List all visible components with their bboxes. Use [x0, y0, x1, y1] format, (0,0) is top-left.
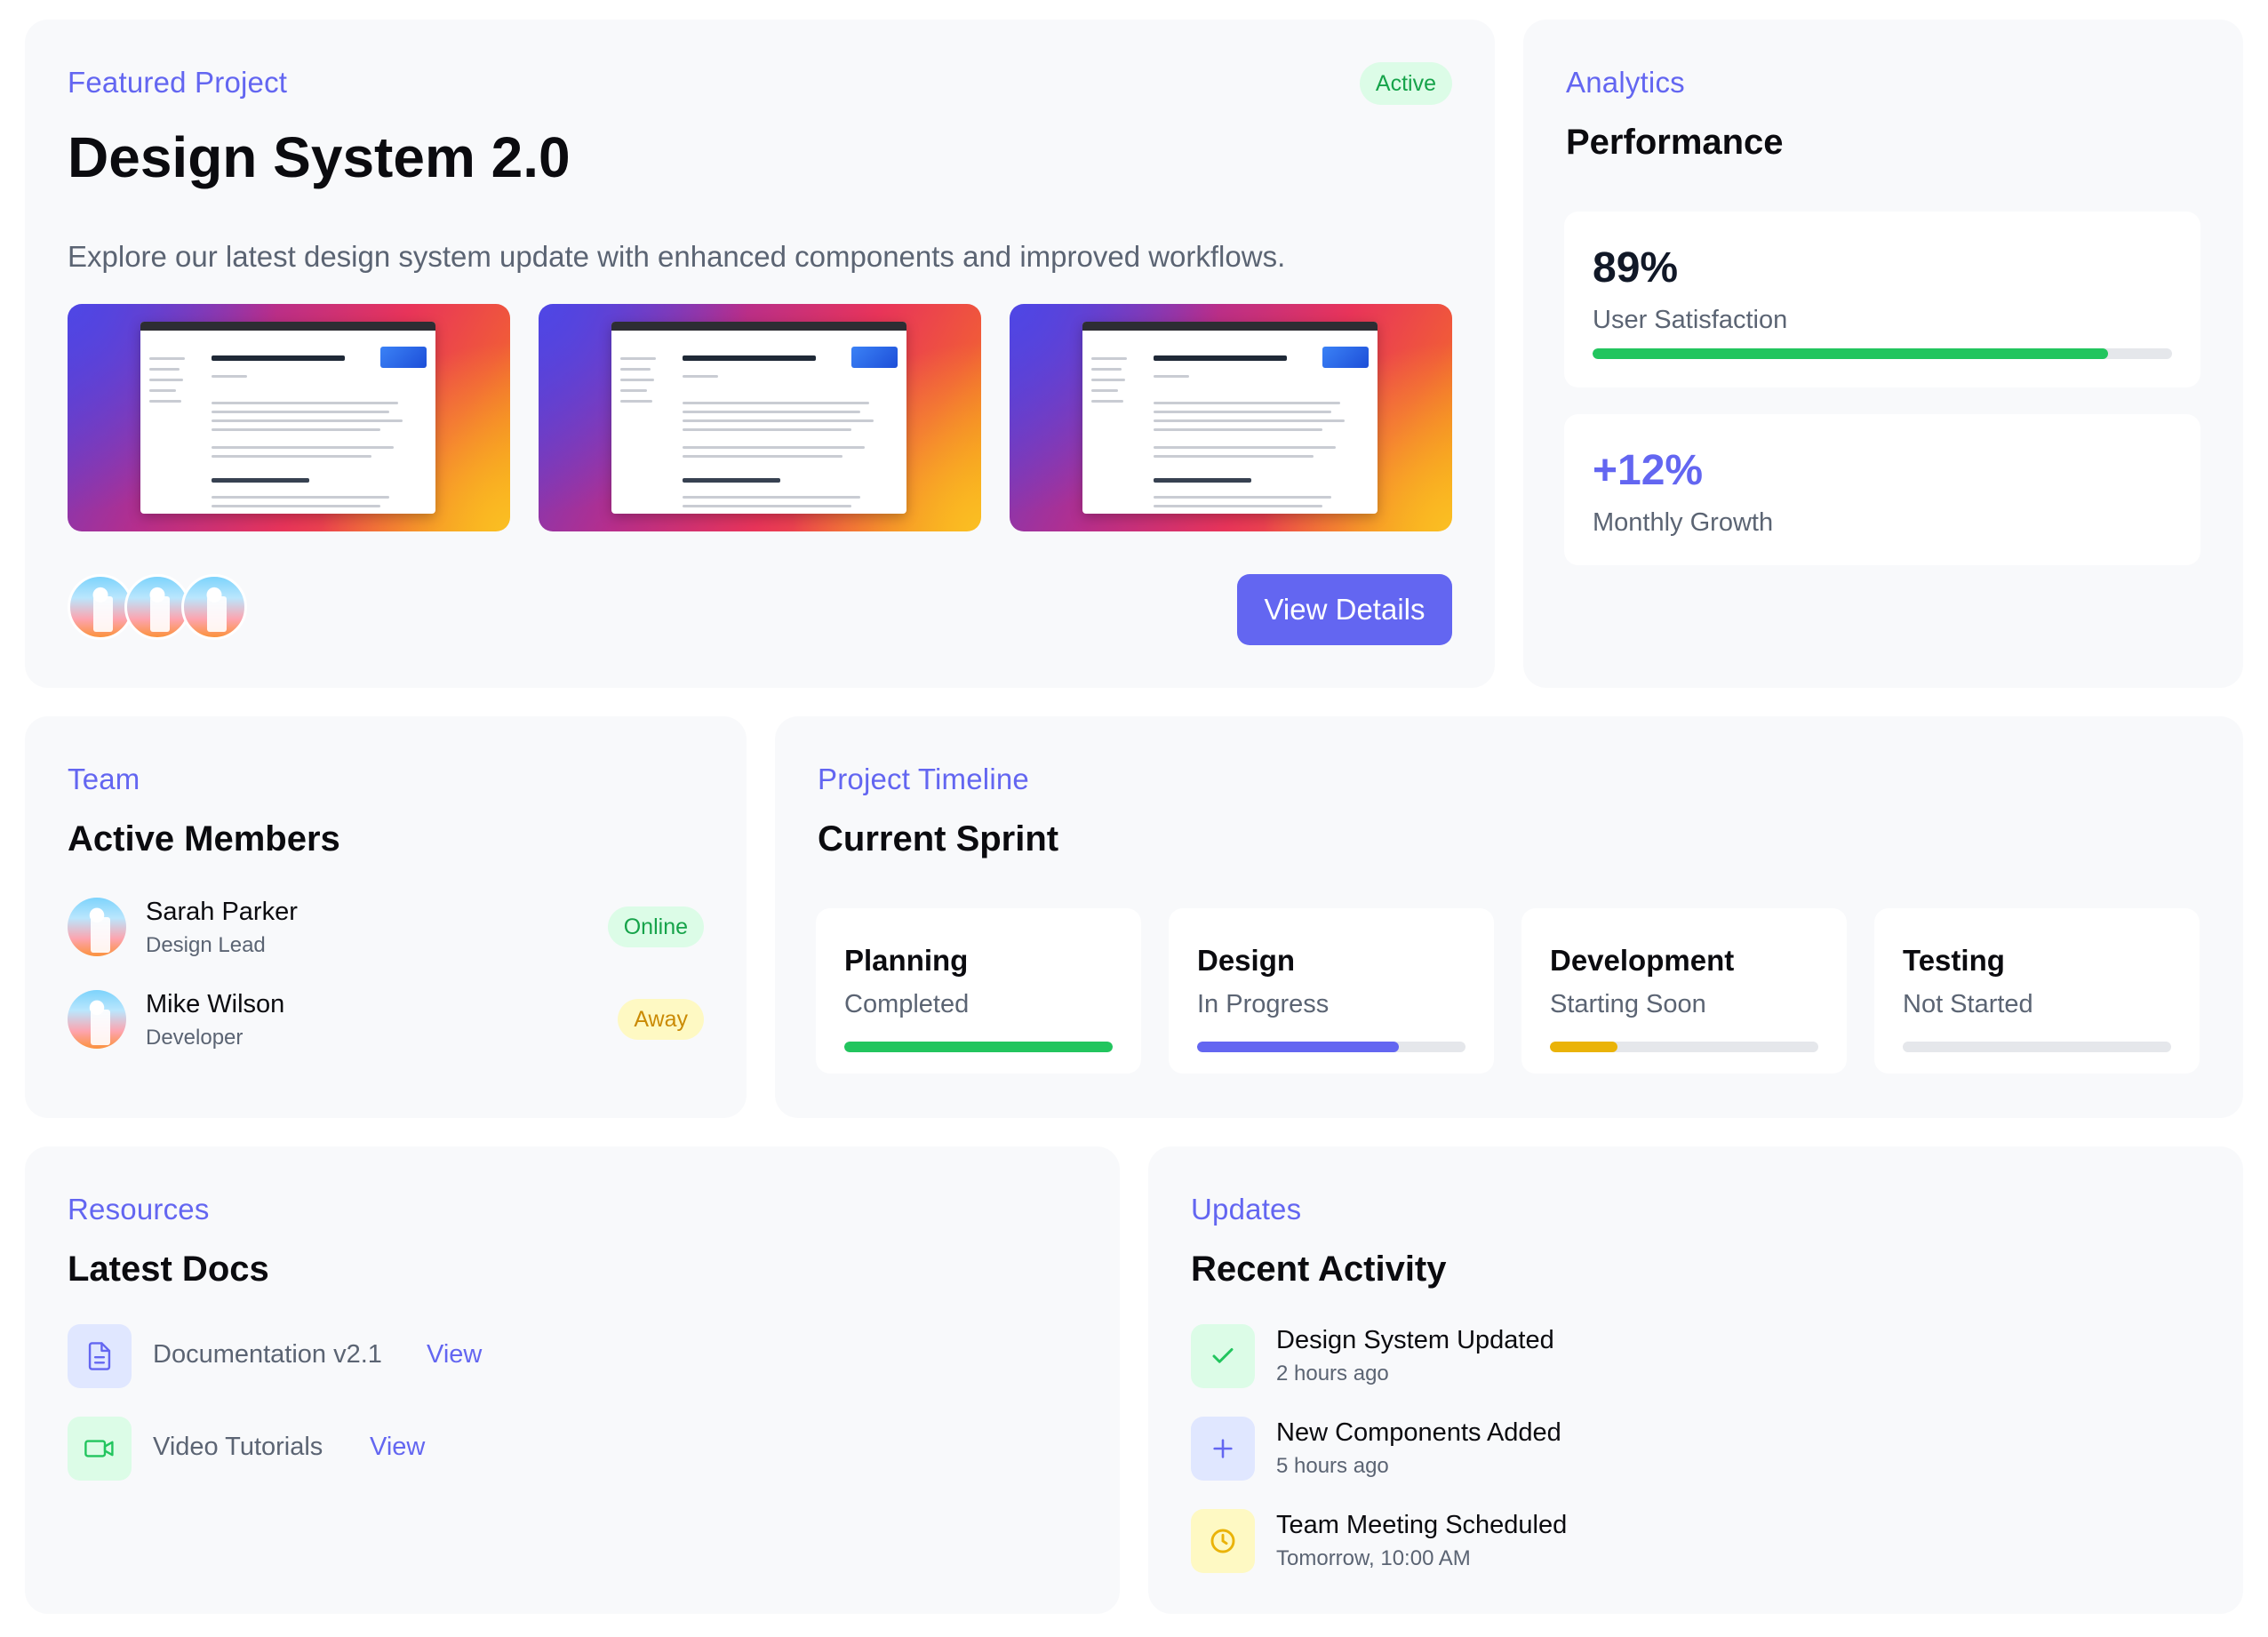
phase-design: Design In Progress [1169, 908, 1494, 1074]
analytics-card: Analytics Performance 89% User Satisfact… [1523, 20, 2243, 688]
featured-eyebrow: Featured Project [68, 66, 288, 99]
check-icon [1191, 1324, 1255, 1388]
member-row[interactable]: Mike Wilson Developer Away [68, 988, 704, 1052]
metric-value: +12% [1593, 447, 1704, 494]
phase-name: Planning [844, 944, 969, 977]
project-timeline-card: Project Timeline Current Sprint Planning… [775, 716, 2243, 1118]
activity-title: Team Meeting Scheduled [1276, 1511, 1568, 1539]
view-details-button[interactable]: View Details [1237, 574, 1452, 645]
avatar [68, 990, 126, 1049]
metric-user-satisfaction: 89% User Satisfaction [1564, 212, 2200, 387]
clock-icon [1191, 1509, 1255, 1573]
screenshot-preview [1082, 322, 1378, 514]
timeline-eyebrow: Project Timeline [818, 763, 1029, 795]
phase-status: Completed [844, 990, 970, 1018]
updates-eyebrow: Updates [1191, 1193, 1302, 1226]
activity-item: Design System Updated 2 hours ago [1191, 1324, 1991, 1388]
activity-item: New Components Added 5 hours ago [1191, 1417, 1991, 1481]
activity-time: 5 hours ago [1276, 1454, 1389, 1478]
team-eyebrow: Team [68, 763, 140, 795]
analytics-title: Performance [1566, 123, 1784, 162]
member-name: Sarah Parker [146, 898, 298, 926]
avatar [68, 898, 126, 956]
phase-progress-bar [1197, 1042, 1465, 1052]
phase-progress-bar [1903, 1042, 2171, 1052]
progress-fill [1197, 1042, 1399, 1052]
doc-title: Video Tutorials [153, 1433, 323, 1461]
video-icon [68, 1417, 132, 1481]
resources-eyebrow: Resources [68, 1193, 210, 1226]
phase-name: Design [1197, 944, 1296, 977]
progress-fill [1550, 1042, 1617, 1052]
team-card: Team Active Members Sarah Parker Design … [25, 716, 747, 1118]
featured-project-card: Featured Project Active Design System 2.… [25, 20, 1495, 688]
metric-label: Monthly Growth [1593, 508, 1774, 537]
avatar[interactable] [68, 574, 133, 640]
activity-time: 2 hours ago [1276, 1362, 1389, 1385]
progress-fill [844, 1042, 1113, 1052]
phase-name: Testing [1903, 944, 2005, 977]
metric-monthly-growth: +12% Monthly Growth [1564, 414, 2200, 565]
metric-value: 89% [1593, 244, 1679, 291]
activity-time: Tomorrow, 10:00 AM [1276, 1546, 1471, 1570]
phase-planning: Planning Completed [816, 908, 1141, 1074]
member-role: Developer [146, 1026, 244, 1050]
activity-title: New Components Added [1276, 1418, 1561, 1447]
status-badge: Away [618, 999, 704, 1040]
progress-fill [1593, 348, 2109, 359]
member-name: Mike Wilson [146, 990, 285, 1018]
project-title: Design System 2.0 [68, 125, 571, 189]
phase-status: Not Started [1903, 990, 2033, 1018]
avatar[interactable] [124, 574, 190, 640]
timeline-title: Current Sprint [818, 819, 1059, 858]
view-link[interactable]: View [370, 1433, 426, 1461]
phase-testing: Testing Not Started [1874, 908, 2200, 1074]
activity-item: Team Meeting Scheduled Tomorrow, 10:00 A… [1191, 1509, 1991, 1573]
member-row[interactable]: Sarah Parker Design Lead Online [68, 896, 704, 960]
screenshot-preview [611, 322, 906, 514]
phase-progress-bar [844, 1042, 1113, 1052]
member-role: Design Lead [146, 933, 266, 957]
screenshot-preview [140, 322, 435, 514]
status-badge: Online [607, 906, 704, 947]
phase-name: Development [1550, 944, 1735, 977]
project-thumbnail-3[interactable] [1010, 304, 1452, 531]
updates-card: Updates Recent Activity Design System Up… [1148, 1146, 2243, 1614]
phase-progress-bar [1550, 1042, 1818, 1052]
resources-title: Latest Docs [68, 1250, 269, 1289]
team-title: Active Members [68, 819, 340, 858]
project-thumbnail-2[interactable] [539, 304, 981, 531]
plus-icon [1191, 1417, 1255, 1481]
metric-label: User Satisfaction [1593, 306, 1788, 334]
project-description: Explore our latest design system update … [68, 240, 1286, 273]
analytics-eyebrow: Analytics [1566, 66, 1685, 99]
project-thumbnail-1[interactable] [68, 304, 510, 531]
doc-title: Documentation v2.1 [153, 1340, 382, 1369]
document-icon [68, 1324, 132, 1388]
status-badge: Active [1359, 62, 1452, 105]
avatar[interactable] [181, 574, 247, 640]
resources-card: Resources Latest Docs Documentation v2.1… [25, 1146, 1120, 1614]
view-link[interactable]: View [427, 1340, 483, 1369]
activity-title: Design System Updated [1276, 1326, 1554, 1354]
phase-status: Starting Soon [1550, 990, 1706, 1018]
satisfaction-progress-bar [1593, 348, 2172, 359]
phase-development: Development Starting Soon [1521, 908, 1847, 1074]
phase-status: In Progress [1197, 990, 1330, 1018]
updates-title: Recent Activity [1191, 1250, 1447, 1289]
